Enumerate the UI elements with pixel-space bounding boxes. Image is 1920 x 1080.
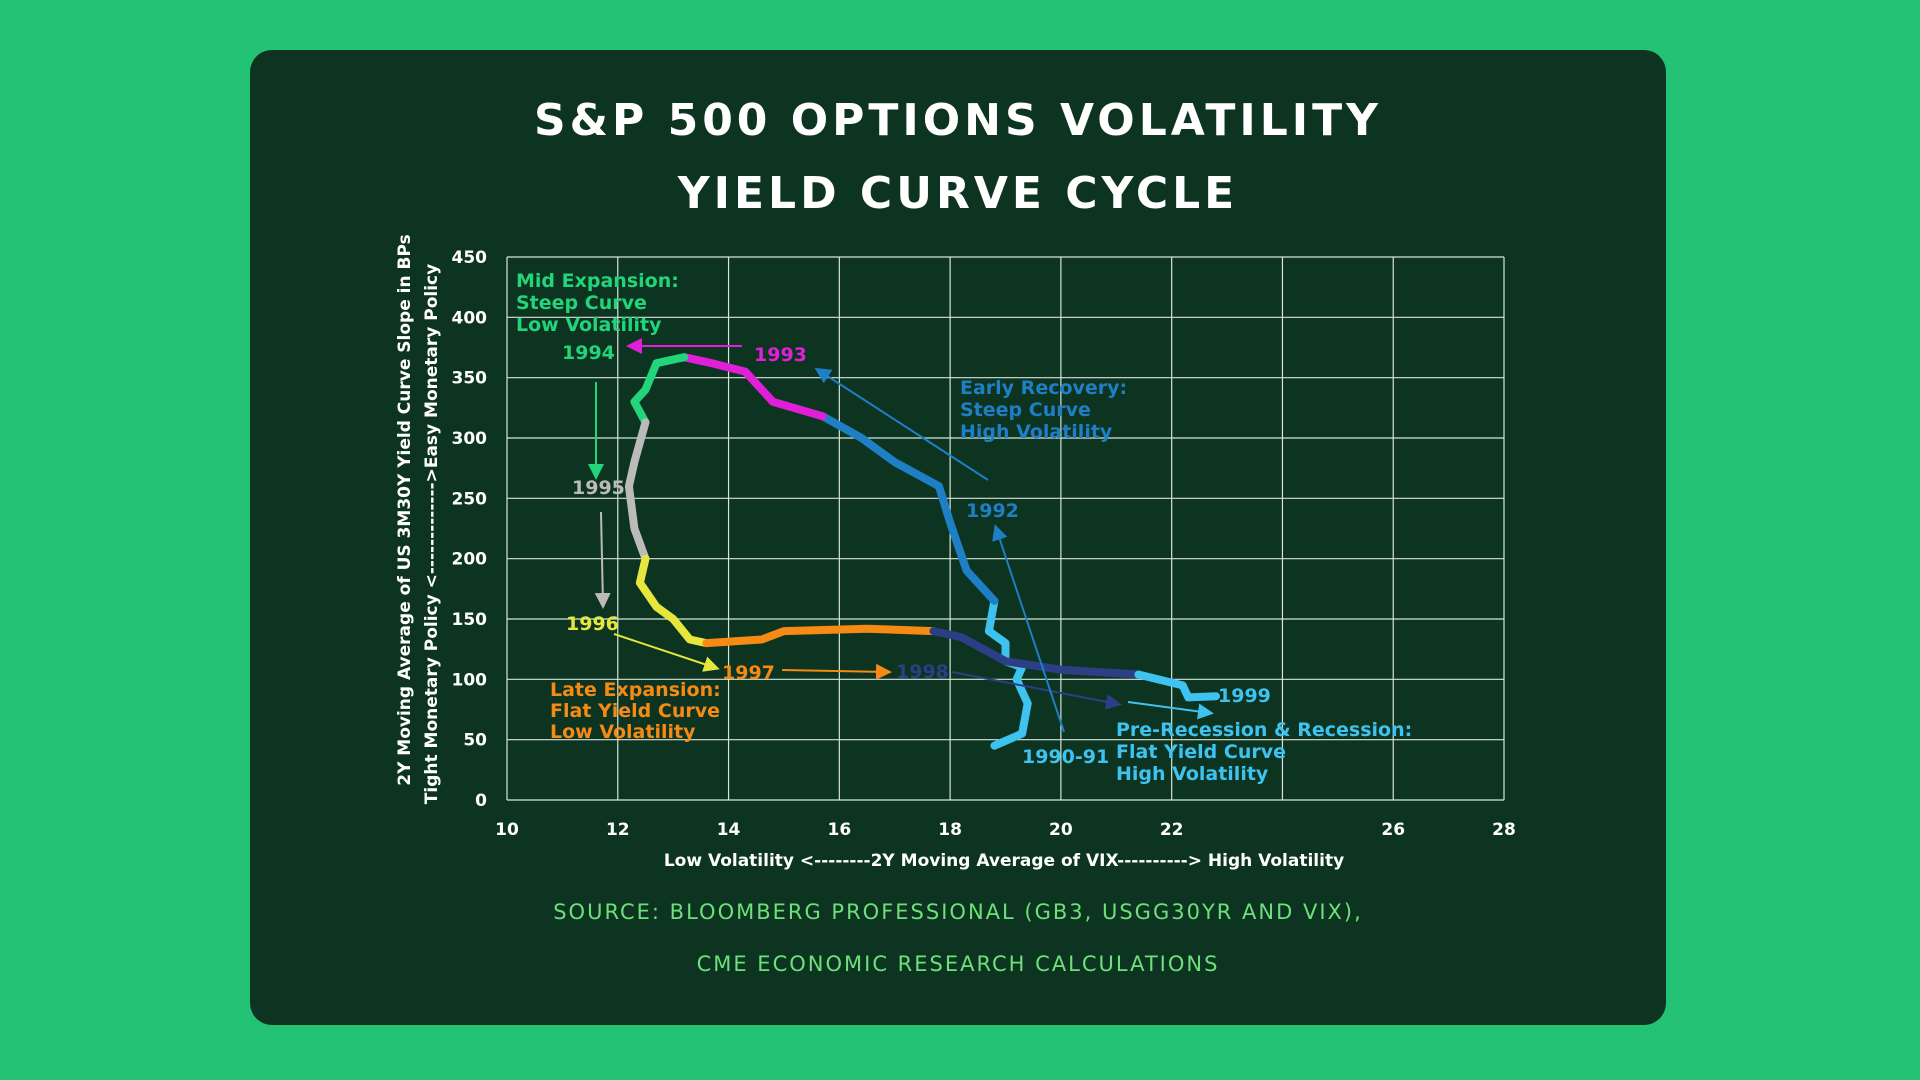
source-line2: CME ECONOMIC RESEARCH CALCULATIONS bbox=[696, 952, 1220, 976]
annotation-label: Low Volatility bbox=[550, 721, 696, 743]
annotation-label: 1990-91 bbox=[1022, 746, 1109, 768]
y-tick-label: 150 bbox=[452, 610, 488, 630]
x-tick-label: 14 bbox=[717, 820, 741, 840]
annotation-arrow bbox=[814, 367, 989, 481]
series-line-1999 bbox=[1134, 670, 1220, 702]
chart-title-line1: S&P 500 OPTIONS VOLATILITY bbox=[533, 95, 1383, 146]
annotation-label: 1997 bbox=[722, 662, 775, 684]
series-line-1992 bbox=[818, 412, 999, 605]
annotation-arrow bbox=[1127, 701, 1214, 720]
y-tick-label: 100 bbox=[452, 670, 488, 690]
y-tick-label: 450 bbox=[452, 248, 488, 268]
x-tick-label: 26 bbox=[1381, 820, 1405, 840]
y-axis-label-line2: Tight Monetary Policy <------------->Eas… bbox=[422, 264, 442, 804]
annotation-label: 1995 bbox=[572, 477, 625, 499]
annotation-label: 1996 bbox=[566, 613, 619, 635]
annotation-label: Low Volatility bbox=[516, 314, 662, 336]
y-tick-label: 200 bbox=[452, 550, 488, 570]
annotation-label: 1998 bbox=[896, 661, 949, 683]
x-tick-label: 10 bbox=[495, 820, 519, 840]
series-line-1995 bbox=[624, 418, 650, 563]
annotation-label: Steep Curve bbox=[516, 292, 647, 314]
source-line1: SOURCE: BLOOMBERG PROFESSIONAL (GB3, USG… bbox=[553, 900, 1363, 924]
y-tick-label: 300 bbox=[452, 429, 488, 449]
annotation-label: 1993 bbox=[754, 344, 807, 366]
annotation-label: Flat Yield Curve bbox=[1116, 741, 1286, 763]
y-tick-label: 0 bbox=[475, 791, 487, 811]
annotation-arrow bbox=[992, 524, 1065, 733]
x-tick-label: 22 bbox=[1160, 820, 1184, 840]
chart-title-line2: YIELD CURVE CYCLE bbox=[677, 168, 1239, 219]
y-axis-label-line1: 2Y Moving Average of US 3M30Y Yield Curv… bbox=[395, 234, 415, 786]
x-tick-label: 28 bbox=[1492, 820, 1516, 840]
series-line-1998 bbox=[929, 627, 1143, 679]
annotation-label: High Volatility bbox=[1116, 763, 1269, 785]
annotation-arrow bbox=[951, 671, 1122, 710]
annotation-label: Early Recovery: bbox=[960, 377, 1127, 399]
x-tick-label: 18 bbox=[938, 820, 962, 840]
annotation-arrow bbox=[613, 633, 720, 672]
series-line-1994 bbox=[630, 353, 689, 427]
x-tick-label: 16 bbox=[827, 820, 851, 840]
y-tick-label: 400 bbox=[452, 308, 488, 328]
y-tick-label: 350 bbox=[452, 369, 488, 389]
y-tick-label: 250 bbox=[452, 489, 488, 509]
annotation-label: 1992 bbox=[966, 500, 1019, 522]
annotation-label: Flat Yield Curve bbox=[550, 700, 720, 722]
annotation-label: Mid Expansion: bbox=[516, 270, 679, 292]
annotation-arrow bbox=[781, 663, 892, 680]
series-line-1990-91 bbox=[984, 596, 1032, 750]
series-line-1997 bbox=[702, 624, 938, 648]
annotation-label: High Volatility bbox=[960, 421, 1113, 443]
annotation-label: Steep Curve bbox=[960, 399, 1091, 421]
annotation-label: 1999 bbox=[1218, 685, 1271, 707]
y-tick-label: 50 bbox=[463, 731, 487, 751]
x-tick-label: 12 bbox=[606, 820, 630, 840]
series-line-1996 bbox=[635, 554, 711, 648]
x-tick-label: 20 bbox=[1049, 820, 1073, 840]
annotation-arrow bbox=[594, 511, 611, 609]
annotation-label: 1994 bbox=[562, 342, 615, 364]
annotation-label: Pre-Recession & Recession: bbox=[1116, 719, 1412, 741]
chart-card: S&P 500 OPTIONS VOLATILITY YIELD CURVE C… bbox=[250, 50, 1666, 1025]
annotation-label: Late Expansion: bbox=[550, 679, 721, 701]
series-line-1993 bbox=[680, 353, 827, 421]
x-axis-label: Low Volatility <--------2Y Moving Averag… bbox=[664, 851, 1344, 871]
